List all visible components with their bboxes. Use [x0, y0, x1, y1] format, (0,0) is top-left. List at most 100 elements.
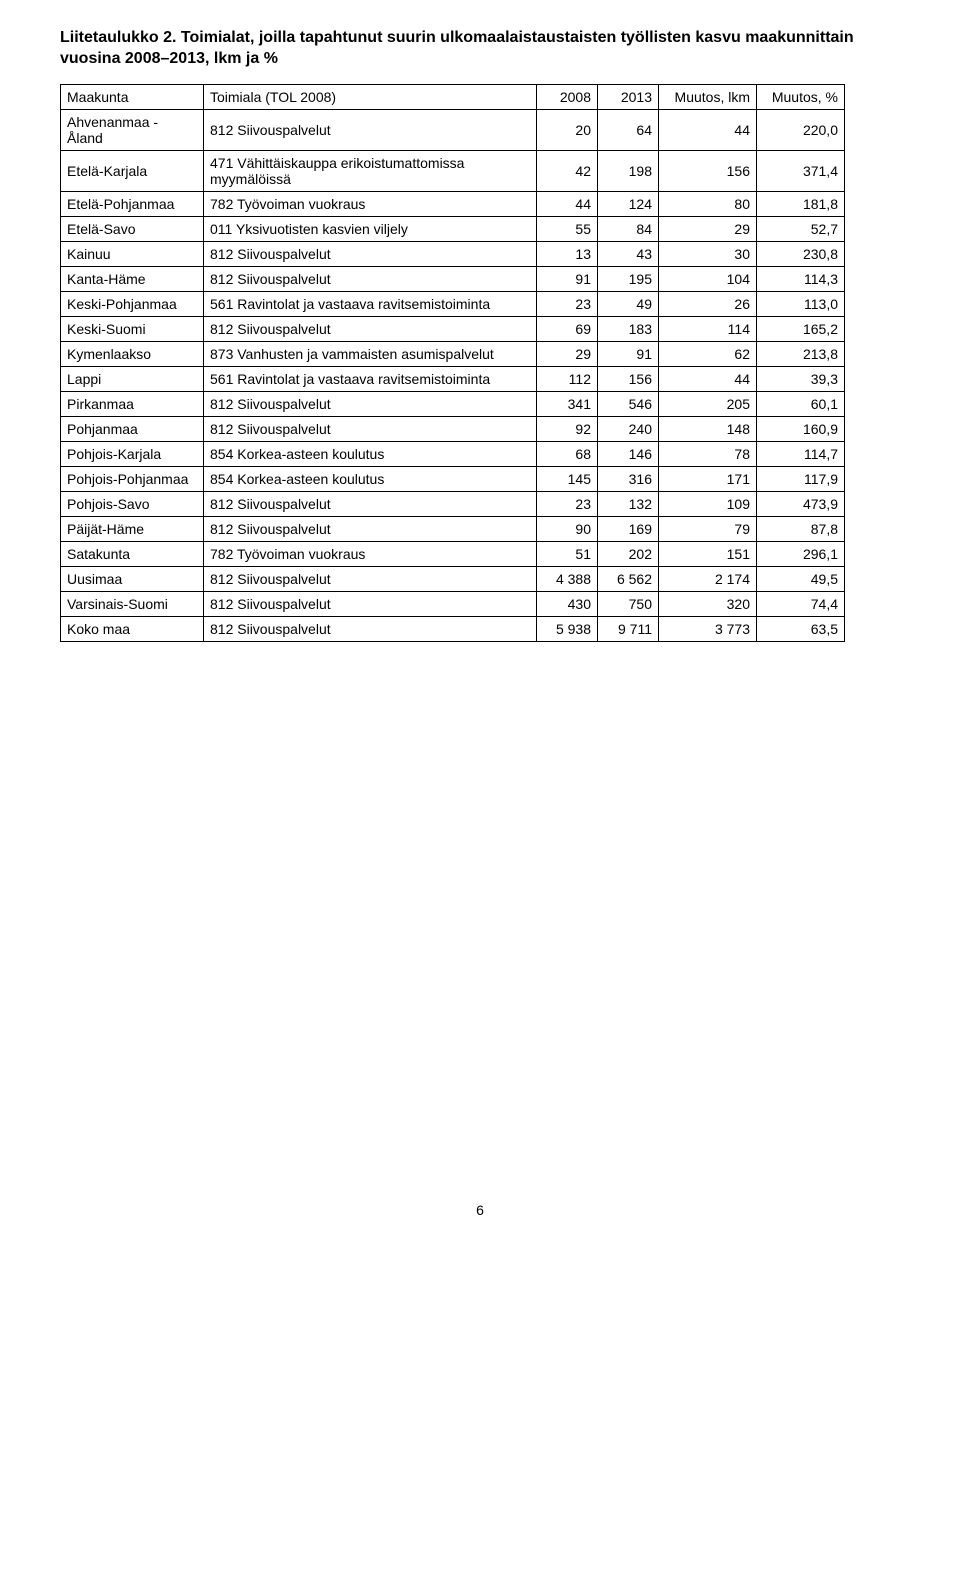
table-row: Pirkanmaa812 Siivouspalvelut34154620560,… [61, 391, 845, 416]
cell-2013: 146 [598, 441, 659, 466]
cell-muutos-pct: 60,1 [757, 391, 845, 416]
cell-2013: 195 [598, 266, 659, 291]
cell-toimiala: 812 Siivouspalvelut [204, 316, 537, 341]
cell-2008: 29 [537, 341, 598, 366]
cell-toimiala: 011 Yksivuotisten kasvien viljely [204, 216, 537, 241]
cell-2008: 44 [537, 191, 598, 216]
table-row: Varsinais-Suomi812 Siivouspalvelut430750… [61, 591, 845, 616]
cell-muutos-pct: 473,9 [757, 491, 845, 516]
cell-muutos-pct: 117,9 [757, 466, 845, 491]
table-row: Etelä-Savo011 Yksivuotisten kasvien vilj… [61, 216, 845, 241]
cell-2008: 13 [537, 241, 598, 266]
cell-muutos-lkm: 114 [659, 316, 757, 341]
cell-maakunta: Lappi [61, 366, 204, 391]
cell-muutos-pct: 114,7 [757, 441, 845, 466]
cell-muutos-lkm: 104 [659, 266, 757, 291]
cell-maakunta: Uusimaa [61, 566, 204, 591]
cell-muutos-lkm: 26 [659, 291, 757, 316]
cell-muutos-lkm: 151 [659, 541, 757, 566]
cell-2013: 6 562 [598, 566, 659, 591]
cell-2013: 64 [598, 109, 659, 150]
cell-2013: 546 [598, 391, 659, 416]
cell-muutos-lkm: 80 [659, 191, 757, 216]
cell-2013: 91 [598, 341, 659, 366]
cell-muutos-pct: 160,9 [757, 416, 845, 441]
table-row: Etelä-Karjala471 Vähittäiskauppa erikois… [61, 150, 845, 191]
cell-muutos-lkm: 78 [659, 441, 757, 466]
cell-toimiala: 812 Siivouspalvelut [204, 416, 537, 441]
cell-2008: 55 [537, 216, 598, 241]
cell-muutos-lkm: 44 [659, 109, 757, 150]
cell-2008: 430 [537, 591, 598, 616]
table-header-row: Maakunta Toimiala (TOL 2008) 2008 2013 M… [61, 84, 845, 109]
cell-toimiala: 782 Työvoiman vuokraus [204, 541, 537, 566]
cell-muutos-lkm: 62 [659, 341, 757, 366]
cell-maakunta: Pohjois-Karjala [61, 441, 204, 466]
cell-muutos-pct: 49,5 [757, 566, 845, 591]
cell-2008: 23 [537, 491, 598, 516]
cell-2008: 341 [537, 391, 598, 416]
cell-maakunta: Etelä-Savo [61, 216, 204, 241]
cell-muutos-lkm: 79 [659, 516, 757, 541]
cell-2013: 198 [598, 150, 659, 191]
cell-maakunta: Etelä-Pohjanmaa [61, 191, 204, 216]
table-row: Kainuu812 Siivouspalvelut134330230,8 [61, 241, 845, 266]
table-row: Pohjois-Pohjanmaa854 Korkea-asteen koulu… [61, 466, 845, 491]
cell-muutos-pct: 230,8 [757, 241, 845, 266]
cell-muutos-pct: 52,7 [757, 216, 845, 241]
cell-muutos-lkm: 44 [659, 366, 757, 391]
page-container: Liitetaulukko 2. Toimialat, joilla tapah… [0, 0, 960, 1258]
table-row: Päijät-Häme812 Siivouspalvelut901697987,… [61, 516, 845, 541]
cell-muutos-pct: 74,4 [757, 591, 845, 616]
cell-muutos-pct: 63,5 [757, 616, 845, 641]
cell-muutos-lkm: 29 [659, 216, 757, 241]
cell-2008: 145 [537, 466, 598, 491]
cell-toimiala: 812 Siivouspalvelut [204, 266, 537, 291]
cell-muutos-lkm: 109 [659, 491, 757, 516]
cell-2013: 183 [598, 316, 659, 341]
cell-2008: 68 [537, 441, 598, 466]
cell-maakunta: Ahvenanmaa - Åland [61, 109, 204, 150]
table-row: Kanta-Häme812 Siivouspalvelut91195104114… [61, 266, 845, 291]
cell-muutos-lkm: 156 [659, 150, 757, 191]
cell-muutos-lkm: 171 [659, 466, 757, 491]
cell-toimiala: 812 Siivouspalvelut [204, 591, 537, 616]
cell-2013: 84 [598, 216, 659, 241]
col-header-toimiala: Toimiala (TOL 2008) [204, 84, 537, 109]
table-row: Keski-Suomi812 Siivouspalvelut6918311416… [61, 316, 845, 341]
table-row: Kymenlaakso873 Vanhusten ja vammaisten a… [61, 341, 845, 366]
table-row: Pohjois-Savo812 Siivouspalvelut231321094… [61, 491, 845, 516]
cell-toimiala: 812 Siivouspalvelut [204, 109, 537, 150]
table-row: Pohjois-Karjala854 Korkea-asteen koulutu… [61, 441, 845, 466]
cell-toimiala: 471 Vähittäiskauppa erikoistumattomissa … [204, 150, 537, 191]
cell-toimiala: 782 Työvoiman vuokraus [204, 191, 537, 216]
cell-maakunta: Etelä-Karjala [61, 150, 204, 191]
cell-maakunta: Koko maa [61, 616, 204, 641]
cell-2008: 20 [537, 109, 598, 150]
cell-2013: 9 711 [598, 616, 659, 641]
cell-muutos-pct: 165,2 [757, 316, 845, 341]
table-row: Lappi561 Ravintolat ja vastaava ravitsem… [61, 366, 845, 391]
cell-muutos-lkm: 320 [659, 591, 757, 616]
table-body: Ahvenanmaa - Åland812 Siivouspalvelut206… [61, 109, 845, 641]
table-row: Etelä-Pohjanmaa782 Työvoiman vuokraus441… [61, 191, 845, 216]
table-row: Koko maa812 Siivouspalvelut5 9389 7113 7… [61, 616, 845, 641]
cell-muutos-pct: 113,0 [757, 291, 845, 316]
cell-2013: 202 [598, 541, 659, 566]
cell-muutos-lkm: 148 [659, 416, 757, 441]
cell-2008: 23 [537, 291, 598, 316]
cell-2013: 132 [598, 491, 659, 516]
cell-2013: 156 [598, 366, 659, 391]
cell-maakunta: Satakunta [61, 541, 204, 566]
col-header-2013: 2013 [598, 84, 659, 109]
table-row: Keski-Pohjanmaa561 Ravintolat ja vastaav… [61, 291, 845, 316]
data-table: Maakunta Toimiala (TOL 2008) 2008 2013 M… [60, 84, 845, 642]
cell-2008: 42 [537, 150, 598, 191]
cell-muutos-lkm: 30 [659, 241, 757, 266]
cell-toimiala: 812 Siivouspalvelut [204, 391, 537, 416]
cell-muutos-pct: 87,8 [757, 516, 845, 541]
cell-maakunta: Pohjois-Savo [61, 491, 204, 516]
cell-2008: 92 [537, 416, 598, 441]
cell-toimiala: 812 Siivouspalvelut [204, 516, 537, 541]
table-row: Pohjanmaa812 Siivouspalvelut92240148160,… [61, 416, 845, 441]
